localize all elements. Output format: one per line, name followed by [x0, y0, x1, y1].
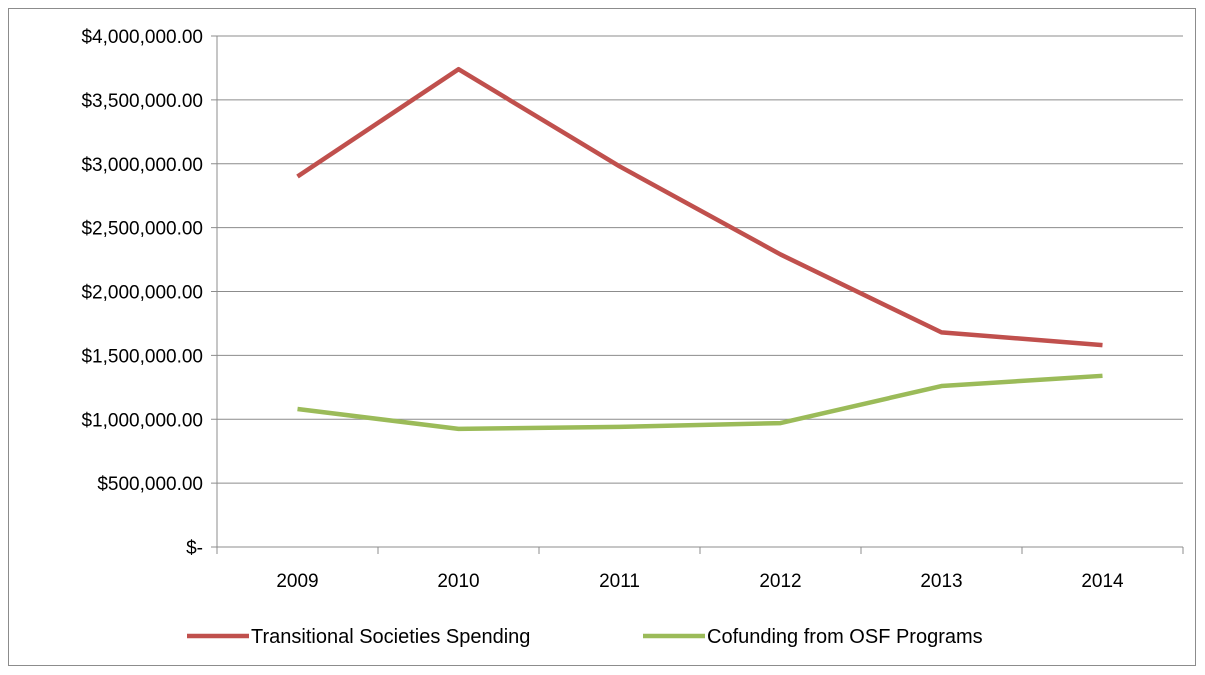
y-tick-label: $1,500,000.00	[81, 346, 203, 367]
y-tick-label: $500,000.00	[97, 474, 203, 495]
x-tick-label: 2012	[759, 571, 801, 592]
y-tick-label: $2,000,000.00	[81, 283, 203, 304]
y-tick-label: $3,000,000.00	[81, 155, 203, 176]
x-tick-label: 2010	[437, 571, 479, 592]
legend: Transitional Societies Spending Cofunding…	[187, 626, 983, 648]
y-tick-label: $4,000,000.00	[81, 27, 203, 48]
y-tick-label: $2,500,000.00	[81, 219, 203, 240]
axes	[211, 35, 1184, 554]
series-lines	[296, 66, 1103, 432]
x-tick-label: 2009	[276, 571, 318, 592]
x-axis-tick-labels: 2009 2010 2011 2012 2013 2014	[276, 571, 1124, 592]
legend-label-2: Cofunding from OSF Programs	[707, 626, 983, 648]
series-line-2	[297, 373, 1103, 432]
x-tick-label: 2014	[1081, 571, 1124, 592]
y-axis-tick-labels: $- $500,000.00 $1,000,000.00 $1,500,000.00 $…	[81, 27, 203, 559]
legend-label-1: Transitional Societies Spending	[251, 626, 530, 648]
y-tick-label: $-	[186, 538, 203, 559]
y-tick-label: $3,500,000.00	[81, 91, 203, 112]
x-tick-label: 2013	[920, 571, 962, 592]
y-tick-label: $1,000,000.00	[81, 410, 203, 431]
x-tick-label: 2011	[599, 571, 640, 592]
series-line-1	[296, 66, 1103, 348]
